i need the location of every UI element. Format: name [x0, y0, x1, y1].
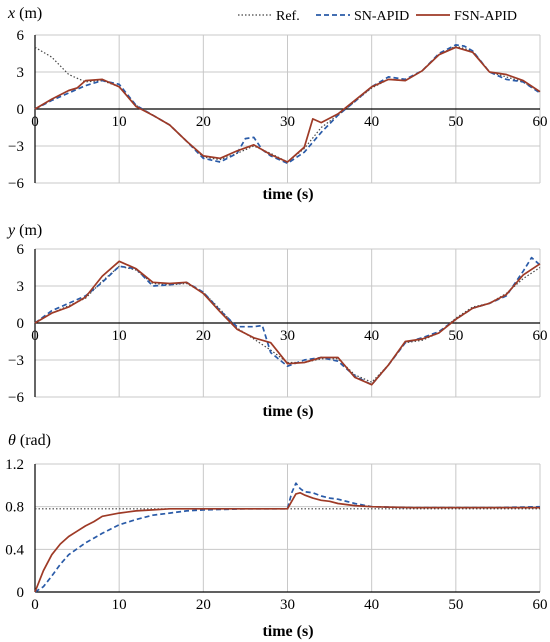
x-tick-label: 40	[364, 114, 379, 130]
series-line-sn	[34, 44, 541, 165]
ylabel-y-var: y	[6, 222, 16, 239]
ylabel-x-var: x	[7, 5, 15, 22]
xlabel-theta: time (s)	[262, 623, 313, 640]
y-tick-label: 0	[17, 102, 25, 118]
x-tick-label: 60	[533, 328, 548, 344]
ylabel-y-unit: (m)	[15, 222, 42, 239]
y-tick-label: 0	[17, 316, 25, 332]
y-tick-label: 3	[17, 65, 25, 81]
x-tick-label: 10	[112, 597, 127, 613]
x-tick-label: 50	[448, 328, 463, 344]
plot-area-theta: 0 10 20 30 40 50 60 0 0.4 0.8 1.2	[5, 457, 547, 613]
x-tick-label: 10	[112, 328, 127, 344]
x-tick-label: 30	[280, 114, 295, 130]
x-tick-label: 0	[31, 114, 39, 130]
series-line-sn	[34, 482, 541, 593]
y-tick-label: 6	[17, 242, 25, 258]
y-tick-label: −3	[8, 353, 24, 369]
y-tick-label: 3	[17, 279, 25, 295]
legend-label-sn: SN-APID	[354, 9, 409, 24]
xlabel-x: time (s)	[262, 186, 313, 203]
legend-label-fsn: FSN-APID	[454, 9, 517, 24]
x-tick-label: 50	[448, 597, 463, 613]
x-tick-label: 20	[196, 328, 211, 344]
panel-theta: θ (rad) 0 10 20 30 40 50 60 0 0.4 0.8 1.2 time (s)	[5, 432, 547, 640]
x-tick-label: 50	[448, 114, 463, 130]
y-tick-label: 0	[17, 585, 25, 601]
xlabel-y: time (s)	[262, 403, 313, 420]
x-tick-label: 60	[533, 597, 548, 613]
y-tick-label: −6	[8, 176, 24, 192]
y-tick-label: 6	[17, 28, 25, 44]
y-tick-label: −3	[8, 139, 24, 155]
ylabel-theta-unit: (rad)	[16, 432, 51, 449]
panel-x: x (m) 0 10 20 30 40 50 60 −6 −3 0 3 6 time (s)	[7, 5, 548, 203]
ylabel-y: y (m)	[6, 222, 42, 239]
x-tick-label: 30	[280, 328, 295, 344]
x-tick-label: 60	[533, 114, 548, 130]
ylabel-theta: θ (rad)	[8, 432, 51, 449]
series-line-fsn	[34, 260, 541, 386]
x-tick-label: 10	[112, 114, 127, 130]
ylabel-x-unit: (m)	[15, 5, 42, 22]
x-tick-label: 20	[196, 597, 211, 613]
y-tick-label: 0.8	[5, 500, 24, 516]
y-tick-label: −6	[8, 390, 24, 406]
legend-label-ref: Ref.	[276, 9, 300, 24]
series-line-fsn	[34, 46, 541, 163]
ylabel-x: x (m)	[7, 5, 42, 22]
x-tick-label: 0	[31, 597, 39, 613]
ylabel-theta-var: θ	[8, 432, 16, 449]
plot-area-y: 0 10 20 30 40 50 60 −6 −3 0 3 6	[8, 242, 547, 406]
plot-area-x: 0 10 20 30 40 50 60 −6 −3 0 3 6	[8, 28, 547, 192]
y-tick-label: 1.2	[5, 457, 24, 473]
x-tick-label: 0	[31, 328, 39, 344]
y-tick-label: 0.4	[5, 542, 24, 558]
x-tick-label: 40	[364, 328, 379, 344]
legend: Ref. SN-APID FSN-APID	[238, 9, 517, 24]
x-tick-label: 30	[280, 597, 295, 613]
panel-y: y (m) 0 10 20 30 40 50 60 −6 −3 0 3 6 time (s)	[6, 222, 548, 420]
x-tick-label: 20	[196, 114, 211, 130]
series-line-fsn	[34, 491, 540, 593]
x-tick-label: 40	[364, 597, 379, 613]
